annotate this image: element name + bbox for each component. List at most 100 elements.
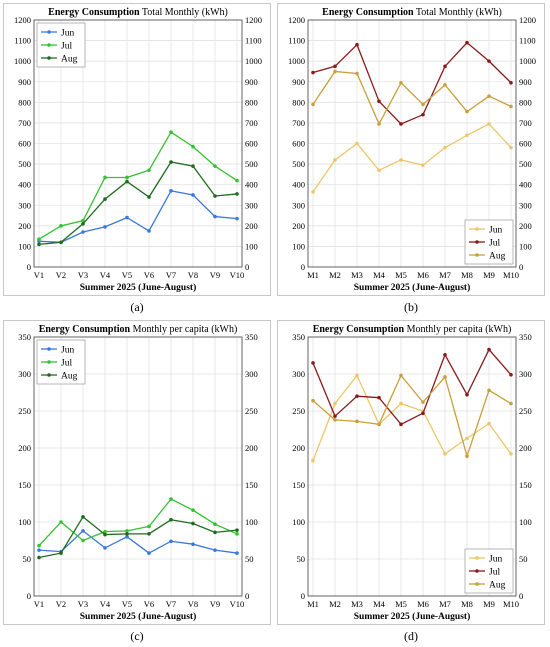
ytick-right-a-1: 100 (245, 241, 258, 251)
ytick-right-a-11: 1100 (245, 36, 262, 46)
x-axis-label-a: Summer 2025 (June-August) (80, 282, 196, 293)
ytick-left-c-7: 350 (18, 332, 31, 342)
point-c-jun-6 (169, 539, 173, 544)
ytick-right-b-0: 0 (519, 262, 523, 272)
legend-label-c-1: Jul (61, 359, 72, 369)
ytick-left-d-7: 350 (292, 332, 305, 342)
xtick-a-0: V1 (34, 270, 44, 280)
point-c-jun-7 (191, 542, 195, 546)
point-b-aug-7 (465, 109, 469, 114)
point-c-jul-7 (191, 508, 195, 512)
ytick-right-a-5: 500 (245, 159, 258, 169)
ytick-left-b-8: 800 (292, 97, 305, 107)
point-b-jun-6 (443, 145, 447, 150)
point-a-jun-4 (125, 215, 129, 220)
legend-marker-d-0 (475, 556, 479, 560)
ytick-right-d-2: 100 (519, 517, 532, 527)
xtick-d-1: M2 (329, 599, 341, 609)
legend-label-d-1: Jul (489, 568, 500, 578)
point-d-jul-7 (465, 392, 469, 397)
point-d-jul-2 (355, 394, 359, 398)
ytick-left-c-5: 250 (18, 406, 31, 416)
ytick-left-a-3: 300 (18, 200, 31, 210)
ytick-right-c-4: 200 (245, 443, 258, 453)
chart-svg-c: Energy Consumption Monthly per capita (k… (18, 324, 258, 622)
point-a-jul-5 (147, 168, 151, 173)
point-a-jun-3 (103, 225, 107, 229)
legend-label-d-0: Jun (489, 555, 502, 565)
ytick-left-d-6: 300 (292, 369, 305, 379)
point-b-jun-2 (355, 141, 359, 146)
point-b-jul-8 (487, 59, 491, 63)
caption-c: (c) (130, 629, 144, 643)
point-d-aug-3 (377, 422, 381, 427)
ytick-left-c-2: 100 (18, 517, 31, 527)
point-c-jul-2 (81, 538, 85, 543)
ytick-right-d-6: 300 (519, 369, 532, 379)
series-line-c-aug (38, 515, 238, 559)
series-line-a-jun (38, 190, 238, 243)
ytick-left-a-1: 100 (18, 241, 31, 251)
ytick-left-b-7: 700 (292, 118, 305, 128)
ytick-left-b-2: 200 (292, 221, 305, 231)
ytick-right-d-1: 50 (519, 554, 528, 564)
chart-title-bold-d: Energy Consumption (313, 324, 405, 335)
point-c-aug-4 (125, 532, 129, 536)
legend-marker-a-0 (47, 30, 51, 34)
point-a-jul-0 (37, 237, 41, 242)
xtick-b-7: M8 (461, 270, 473, 280)
point-a-aug-5 (147, 195, 151, 199)
point-b-jul-3 (377, 99, 381, 104)
x-axis-label-d: Summer 2025 (June-August) (354, 611, 470, 622)
point-b-aug-8 (487, 94, 491, 98)
xtick-c-8: V9 (210, 599, 220, 609)
point-c-jun-3 (103, 546, 107, 550)
point-c-jul-0 (37, 543, 41, 548)
ytick-left-b-5: 500 (292, 159, 305, 169)
ytick-left-d-0: 0 (301, 591, 305, 601)
xtick-b-6: M7 (439, 270, 451, 280)
ytick-left-b-6: 600 (292, 139, 305, 149)
xtick-d-0: M1 (307, 599, 319, 609)
legend-marker-b-0 (475, 227, 479, 231)
ytick-left-a-9: 900 (18, 77, 31, 87)
ytick-right-a-4: 400 (245, 180, 258, 190)
ytick-right-d-0: 0 (519, 591, 523, 601)
legend-marker-d-1 (475, 569, 479, 573)
point-b-jul-9 (509, 80, 513, 85)
xtick-a-3: V4 (100, 270, 111, 280)
legend-label-a-2: Aug (61, 55, 78, 65)
ytick-right-a-2: 200 (245, 221, 258, 231)
ytick-left-d-1: 50 (297, 554, 306, 564)
point-d-aug-5 (421, 400, 425, 404)
xtick-d-6: M7 (439, 599, 451, 609)
legend-marker-b-1 (475, 240, 479, 244)
ytick-left-a-12: 1200 (14, 15, 31, 25)
xtick-d-9: M10 (503, 599, 519, 609)
point-b-aug-0 (311, 102, 315, 107)
ytick-left-a-8: 800 (18, 97, 31, 107)
point-a-jun-6 (169, 189, 173, 193)
series-line-b-aug (312, 70, 512, 126)
xtick-c-3: V4 (100, 599, 111, 609)
point-b-jul-2 (355, 42, 359, 47)
xtick-b-0: M1 (307, 270, 319, 280)
point-a-jun-8 (213, 214, 217, 219)
plot-frame-b (307, 19, 517, 268)
ytick-left-a-7: 700 (18, 118, 31, 128)
point-b-jul-6 (443, 64, 447, 69)
series-line-b-jun (312, 123, 512, 193)
point-a-aug-3 (103, 197, 107, 201)
chart-title-d: Energy Consumption Monthly per capita (k… (313, 324, 512, 335)
point-d-jun-6 (443, 452, 447, 456)
point-a-aug-9 (235, 192, 239, 196)
point-b-jun-1 (333, 158, 337, 162)
point-c-jul-5 (147, 524, 151, 529)
point-a-aug-4 (125, 179, 129, 184)
plot-frame-c (33, 336, 243, 597)
ytick-right-a-9: 900 (245, 77, 258, 87)
ytick-left-c-6: 300 (18, 369, 31, 379)
point-d-jul-8 (487, 347, 491, 352)
ytick-left-a-0: 0 (27, 262, 31, 272)
chart-title-b: Energy Consumption Total Monthly (kWh) (322, 7, 502, 18)
